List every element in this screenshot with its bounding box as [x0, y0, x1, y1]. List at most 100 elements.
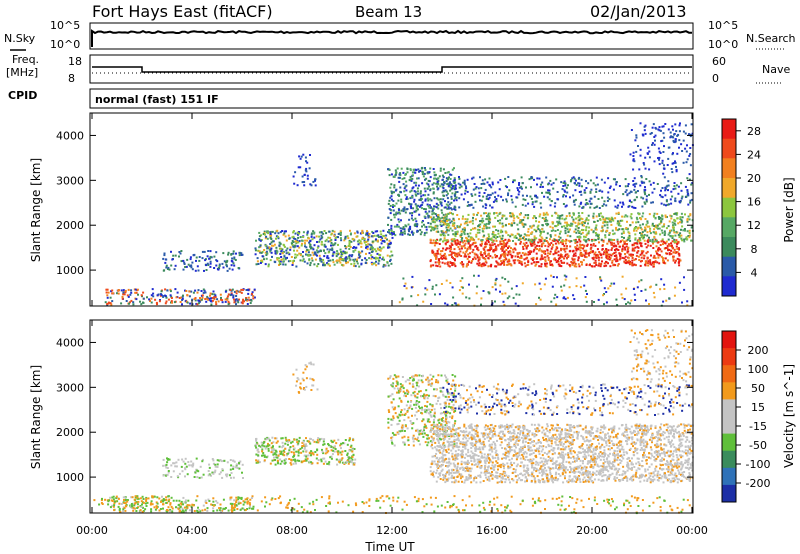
echo-cell	[440, 220, 443, 223]
echo-cell	[196, 509, 199, 512]
echo-cell	[689, 214, 692, 217]
echo-cell	[378, 246, 381, 249]
echo-cell	[580, 263, 583, 266]
echo-cell	[106, 288, 109, 291]
echo-cell	[642, 250, 645, 253]
echo-cell	[197, 269, 200, 272]
echo-cell	[607, 191, 610, 194]
echo-cell	[371, 230, 374, 233]
echo-cell	[334, 242, 337, 245]
echo-cell	[684, 147, 687, 150]
echo-cell	[495, 212, 498, 214]
echo-cell	[585, 187, 588, 189]
echo-cell	[311, 259, 314, 262]
echo-cell	[198, 259, 201, 262]
echo-cell	[161, 500, 164, 503]
echo-cell	[500, 260, 503, 263]
echo-cell	[555, 248, 558, 251]
echo-cell	[671, 237, 674, 240]
echo-cell	[139, 497, 142, 500]
echo-cell	[624, 178, 627, 181]
echo-cell	[627, 256, 630, 259]
echo-cell	[105, 288, 108, 291]
echo-cell	[453, 224, 456, 227]
echo-cell	[675, 259, 677, 262]
echo-cell	[412, 233, 414, 236]
echo-cell	[296, 441, 299, 444]
echo-cell	[165, 300, 168, 303]
echo-cell	[671, 135, 674, 138]
echo-cell	[564, 250, 567, 253]
echo-cell	[615, 183, 618, 186]
echo-cell	[230, 472, 233, 474]
echo-cell	[344, 237, 347, 240]
echo-cell	[124, 509, 127, 512]
echo-cell	[601, 260, 603, 263]
echo-cell	[680, 212, 683, 215]
echo-cell	[677, 133, 680, 136]
echo-cell	[681, 239, 684, 242]
echo-cell	[165, 296, 168, 299]
echo-cell	[456, 191, 459, 193]
echo-cell	[652, 291, 655, 294]
echo-cell	[451, 213, 454, 216]
echo-cell	[582, 247, 585, 250]
echo-cell	[678, 236, 681, 239]
echo-cell	[338, 257, 341, 260]
echo-cell	[647, 241, 650, 244]
echo-cell	[352, 238, 355, 241]
echo-cell	[608, 253, 611, 256]
echo-cell	[559, 255, 562, 258]
echo-cell	[427, 183, 430, 186]
echo-cell	[112, 292, 115, 295]
echo-cell	[309, 154, 311, 156]
echo-cell	[183, 501, 186, 504]
echo-cell	[455, 304, 458, 307]
echo-cell	[501, 247, 504, 250]
echo-cell	[541, 217, 544, 219]
echo-cell	[181, 509, 184, 512]
echo-cell	[350, 460, 353, 463]
echo-cell	[438, 217, 441, 220]
echo-cell	[323, 438, 326, 441]
echo-cell	[514, 259, 517, 262]
echo-cell	[322, 262, 325, 265]
echo-cell	[478, 262, 481, 265]
echo-cell	[653, 136, 656, 138]
echo-cell	[485, 195, 488, 198]
echo-cell	[358, 242, 361, 245]
echo-cell	[342, 442, 344, 445]
echo-cell	[677, 192, 680, 195]
echo-cell	[242, 500, 245, 503]
echo-cell	[209, 255, 212, 258]
echo-cell	[390, 191, 393, 194]
echo-cell	[544, 264, 547, 267]
echo-cell	[393, 216, 396, 219]
echo-cell	[315, 441, 318, 444]
echo-cell	[431, 249, 434, 252]
echo-cell	[672, 128, 674, 131]
echo-cell	[232, 294, 235, 297]
echo-cell	[162, 464, 165, 467]
echo-cell	[178, 251, 181, 253]
echo-cell	[625, 239, 628, 242]
echo-cell	[110, 290, 113, 293]
echo-cell	[410, 207, 413, 210]
echo-cell	[445, 194, 448, 197]
echo-cell	[468, 256, 471, 258]
echo-cell	[573, 239, 576, 242]
echo-cell	[485, 243, 488, 246]
echo-cell	[366, 230, 368, 233]
echo-cell	[309, 442, 312, 445]
echo-cell	[556, 229, 559, 231]
echo-cell	[355, 235, 358, 238]
echo-cell	[286, 452, 289, 455]
echo-cell	[481, 230, 484, 233]
echo-cell	[208, 257, 211, 260]
echo-cell	[484, 223, 487, 226]
echo-cell	[137, 293, 139, 296]
echo-cell	[484, 250, 487, 253]
echo-cell	[625, 287, 628, 290]
